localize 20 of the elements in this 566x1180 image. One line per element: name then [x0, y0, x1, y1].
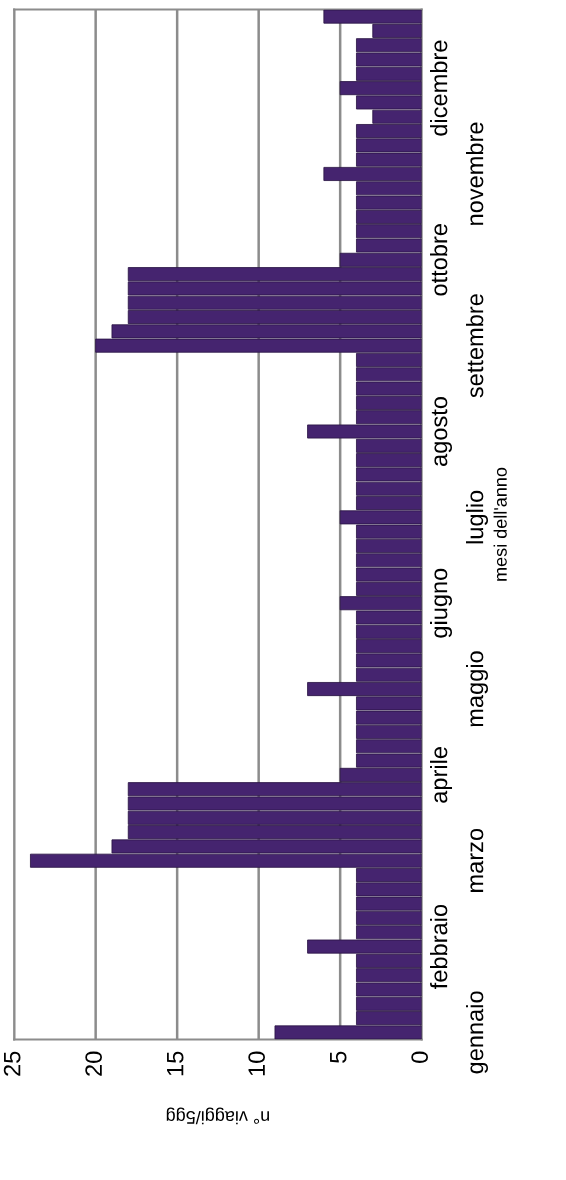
- y-tick-label: luglio: [466, 490, 489, 544]
- x-tick-label: 5: [330, 1051, 347, 1063]
- x-tick-label: 20: [85, 1051, 102, 1076]
- y-tick-label: febbraio: [430, 904, 448, 989]
- y-tick-label: dicembre: [430, 40, 448, 136]
- y-tick-label: ottobre: [430, 224, 448, 296]
- y-axis-title: mesi dell'anno: [493, 467, 507, 581]
- y-tick-label: giugno: [430, 568, 453, 638]
- x-tick-label: 0: [411, 1051, 429, 1063]
- x-tick-label: 15: [167, 1051, 184, 1076]
- y-tick-label: agosto: [431, 397, 453, 466]
- y-tick-label: marzo: [470, 828, 484, 892]
- y-tick-label: aprile: [430, 747, 453, 803]
- x-tick-label: 10: [248, 1051, 265, 1076]
- y-tick-label: novembre: [466, 122, 484, 225]
- y-tick-label: settembre: [466, 294, 484, 398]
- y-tick-label: maggio: [466, 651, 489, 727]
- x-axis-title: n° viaggi/5gg: [166, 1107, 269, 1125]
- x-tick-label: 25: [3, 1051, 21, 1076]
- y-tick-label: gennaio: [466, 991, 489, 1074]
